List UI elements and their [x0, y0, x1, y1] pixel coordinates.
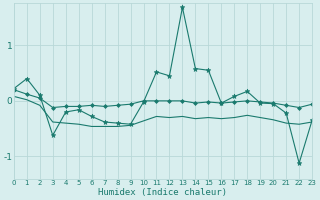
X-axis label: Humidex (Indice chaleur): Humidex (Indice chaleur) [99, 188, 228, 197]
